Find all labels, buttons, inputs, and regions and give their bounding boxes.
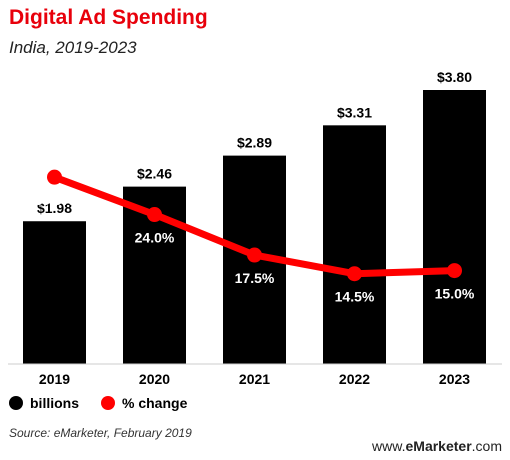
chart-title: Digital Ad Spending — [9, 6, 208, 29]
source-note: Source: eMarketer, February 2019 — [9, 426, 192, 440]
legend-swatch-billions — [9, 396, 23, 410]
legend-label-billions: billions — [30, 395, 79, 411]
bar-value-label-2019: $1.98 — [37, 200, 72, 216]
percent-change-label-2020: 24.0% — [135, 230, 175, 246]
bar-value-label-2021: $2.89 — [237, 135, 272, 151]
percent-change-label-2021: 17.5% — [235, 270, 275, 286]
x-tick-label-2021: 2021 — [239, 371, 270, 387]
bar-2023 — [423, 90, 486, 364]
x-tick-label-2022: 2022 — [339, 371, 370, 387]
brand-url: www.eMarketer.com — [372, 438, 502, 454]
bar-2022 — [323, 125, 386, 365]
x-tick-label-2023: 2023 — [439, 371, 470, 387]
percent-change-label-2022: 14.5% — [335, 289, 375, 305]
x-tick-label-2019: 2019 — [39, 371, 70, 387]
chart: $1.98 2019 $2.46 2020 $2.89 2021 $3.31 2022 $3.8… — [8, 69, 502, 387]
legend-item-billions: billions — [9, 395, 79, 411]
legend-swatch-percent-change — [101, 396, 115, 410]
percent-change-point-2023 — [447, 263, 462, 279]
bar-value-label-2020: $2.46 — [137, 166, 172, 182]
brand-prefix: www. — [372, 438, 406, 454]
brand-suffix: .com — [471, 438, 502, 454]
percent-change-label-2019: 30.0% — [35, 192, 75, 208]
percent-change-label-2023: 15.0% — [435, 286, 475, 302]
legend: billions % change — [9, 395, 209, 411]
percent-change-point-2020 — [147, 207, 162, 223]
brand-name: eMarketer — [405, 438, 472, 454]
x-tick-label-2020: 2020 — [139, 371, 170, 387]
percent-change-point-2019 — [47, 169, 62, 185]
chart-subtitle: India, 2019-2023 — [9, 38, 137, 57]
legend-label-percent-change: % change — [122, 395, 188, 411]
percent-change-point-2022 — [347, 266, 362, 282]
bar-value-label-2022: $3.31 — [337, 104, 372, 120]
bar-value-label-2023: $3.80 — [437, 69, 472, 85]
percent-change-point-2021 — [247, 247, 262, 263]
legend-item-percent-change: % change — [101, 395, 187, 411]
bar-2019 — [23, 221, 86, 364]
